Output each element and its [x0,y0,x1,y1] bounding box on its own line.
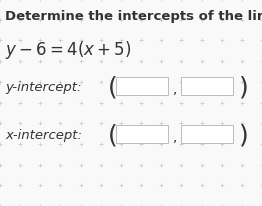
Text: (: ( [108,75,118,98]
Text: x-intercept:: x-intercept: [5,128,82,141]
Text: ): ) [239,75,249,98]
Text: y-intercept:: y-intercept: [5,80,81,93]
FancyBboxPatch shape [116,78,168,96]
Text: ): ) [239,122,249,146]
Text: Determine the intercepts of the line.: Determine the intercepts of the line. [5,10,262,23]
Text: ,: , [173,129,177,143]
Text: ,: , [173,82,177,96]
FancyBboxPatch shape [116,125,168,143]
Text: (: ( [108,122,118,146]
FancyBboxPatch shape [181,125,233,143]
Text: $y - 6 = 4(x + 5)$: $y - 6 = 4(x + 5)$ [5,39,132,61]
FancyBboxPatch shape [181,78,233,96]
